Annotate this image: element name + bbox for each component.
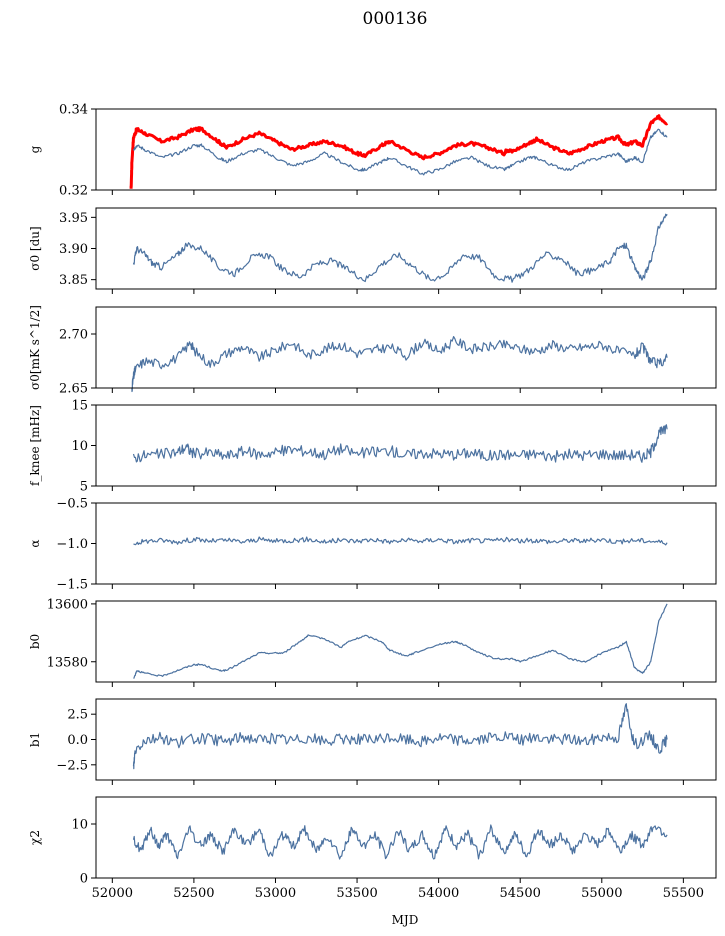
x-tick-label: 55000 <box>581 886 622 901</box>
series-line-4-1 <box>132 424 668 463</box>
x-tick-label: 53500 <box>336 886 377 901</box>
axes-frame-4 <box>95 404 717 487</box>
y-tick-label: −1.0 <box>56 537 88 552</box>
y-tick-label: 10 <box>71 818 88 833</box>
y-tick-label: −2.5 <box>56 758 88 773</box>
panel-7: −2.5 0.0 2.5 b1 <box>28 698 717 785</box>
y-axis-label: σ0[mK s^1/2] <box>28 305 42 390</box>
axes-frame-1 <box>95 108 717 191</box>
y-tick-label: 2.70 <box>59 328 88 343</box>
series-line-8-1 <box>132 824 668 860</box>
y-tick-label: −1.5 <box>56 578 88 593</box>
panel-3: 2.65 2.70 σ0[mK s^1/2] <box>28 305 717 397</box>
y-axis-label: b0 <box>28 634 42 649</box>
panel-6: 13580 13600 b0 <box>28 597 717 687</box>
y-tick-label: 2.5 <box>67 708 88 723</box>
x-tick-label: 54500 <box>500 886 541 901</box>
panel-5: −1.5 −1.0 −0.5 α <box>28 497 717 593</box>
y-tick-label: 13600 <box>47 597 88 612</box>
y-tick-label: 0.0 <box>67 733 88 748</box>
x-tick-label: 54000 <box>418 886 459 901</box>
y-axis-label: f_knee [mHz] <box>28 405 42 486</box>
x-axis-label: MJD <box>392 913 419 927</box>
axes-frame-8 <box>95 796 717 879</box>
axes-frame-7 <box>95 698 717 781</box>
y-axis-label: χ2 <box>28 830 42 845</box>
series-line-1-2 <box>132 128 668 176</box>
y-tick-label: 5 <box>80 480 88 495</box>
x-tick-label: 52000 <box>92 886 133 901</box>
y-tick-label: 0.32 <box>59 184 88 199</box>
y-tick-label: 3.95 <box>59 211 88 226</box>
panel-1: 0.32 0.34 g <box>28 103 717 199</box>
series-line-6-1 <box>133 603 668 679</box>
panel-4: 5 10 15 f_knee [mHz] <box>28 399 717 495</box>
y-axis-label: α <box>28 539 42 547</box>
axes-frame-6 <box>95 600 717 683</box>
y-axis-label: g <box>28 145 42 153</box>
y-tick-label: 2.65 <box>59 382 88 397</box>
y-tick-label: 3.85 <box>59 273 88 288</box>
panels: 0.32 0.34 g 3.85 3.90 3.95 σ0 [du] 2.65 2.70 σ0[m… <box>28 103 717 901</box>
x-tick-label: 53000 <box>255 886 296 901</box>
y-axis-label: b1 <box>28 732 42 747</box>
y-axis-label: σ0 [du] <box>28 226 42 270</box>
series-line-2-1 <box>132 213 668 283</box>
x-tick-label: 55500 <box>663 886 704 901</box>
y-tick-label: 13580 <box>47 655 88 670</box>
y-tick-label: 0.34 <box>59 103 88 118</box>
figure-title: 000136 <box>363 9 428 29</box>
panel-8: 0 10 52000 52500 53000 53500 54000 54500 55000 55… <box>28 796 717 901</box>
y-tick-label: 15 <box>71 399 88 414</box>
series-line-1-1 <box>129 114 669 189</box>
y-tick-label: 0 <box>80 872 88 887</box>
x-tick-label: 52500 <box>173 886 214 901</box>
series-line-3-1 <box>131 336 668 393</box>
y-tick-label: 10 <box>71 439 88 454</box>
series-line-7-1 <box>132 703 668 770</box>
axes-frame-3 <box>95 306 717 389</box>
panel-2: 3.85 3.90 3.95 σ0 [du] <box>28 207 717 294</box>
axes-frame-5 <box>95 502 717 585</box>
y-tick-label: −0.5 <box>56 497 88 512</box>
series-line-5-1 <box>133 536 668 546</box>
y-tick-label: 3.90 <box>59 242 88 257</box>
